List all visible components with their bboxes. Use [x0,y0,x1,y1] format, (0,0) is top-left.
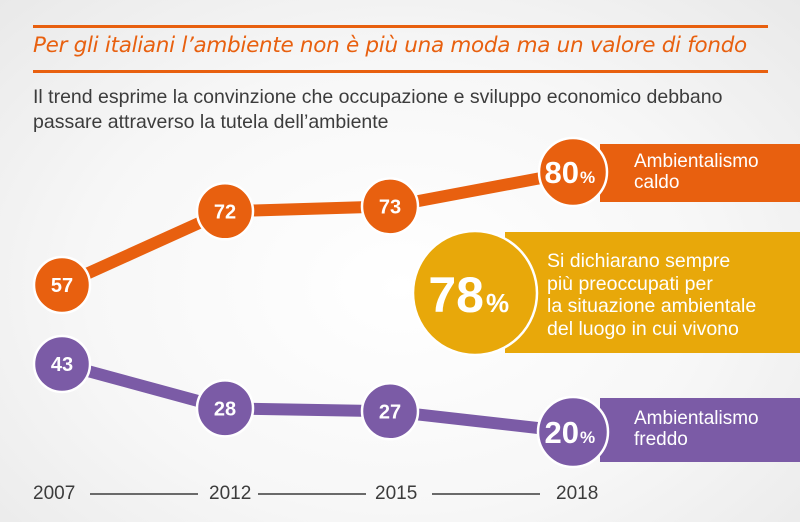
highlight-banner: Si dichiarano sempre più preoccupati per… [505,232,800,353]
legend-banner-freddo: Ambientalismo freddo [600,398,800,462]
data-point-marker [360,382,420,441]
data-label: 27 [379,401,401,423]
x-tick-label: 2007 [33,483,76,504]
data-label: 20 [545,415,579,450]
axis-segment [90,493,198,495]
legend-caldo-line2: caldo [634,172,680,193]
data-label: 80 [545,155,579,190]
data-label: 43 [51,354,73,376]
data-point: 73 [360,177,420,236]
highlight-circle: 78 % [411,229,539,357]
data-label: 28 [214,398,236,420]
highlight-circle-shape [411,229,539,357]
data-point: 20% [536,395,610,469]
axis-segment [258,493,366,495]
highlight-line: la situazione ambientale [547,295,757,317]
x-tick-label: 2018 [556,483,599,504]
highlight-value: 78 [428,267,484,323]
title-rule-top [33,25,768,28]
data-point: 27 [360,382,420,441]
highlight-line: più preoccupati per [547,272,713,295]
chart-subtitle: Il trend esprime la convinzione che occu… [33,86,723,133]
x-tick-label: 2015 [375,483,418,504]
data-point-marker [195,182,255,241]
data-label: 57 [51,275,73,297]
legend-freddo-line1: Ambientalismo [634,408,759,429]
data-point: 28 [195,379,255,438]
data-point-marker [195,379,255,438]
legend-caldo-line1: Ambientalismo [634,151,759,172]
highlight-line: Si dichiarano sempre [547,250,731,272]
data-point-marker [32,334,92,394]
data-point-marker [360,177,420,236]
series-line-segment [59,205,228,291]
title-rule-bottom [33,70,768,73]
data-label-unit: % [580,168,595,187]
data-point-marker [536,395,610,469]
highlight-line: del luogo in cui vivono [547,317,739,340]
legend-banner-caldo: Ambientalismo caldo [600,144,800,202]
data-point: 43 [32,334,92,394]
data-label: 73 [379,196,401,218]
axis-segment [432,493,540,495]
data-point-marker [32,255,92,315]
data-label: 72 [214,201,236,223]
x-tick-label: 2012 [209,483,252,504]
data-point: 57 [32,255,92,315]
highlight-unit: % [486,288,509,318]
chart-title: Per gli italiani l’ambiente non è più un… [33,33,747,58]
legend-freddo-line2: freddo [634,429,688,450]
data-label-unit: % [580,428,595,447]
data-point: 80% [537,136,609,208]
data-point-marker [537,136,609,208]
data-point: 72 [195,182,255,241]
